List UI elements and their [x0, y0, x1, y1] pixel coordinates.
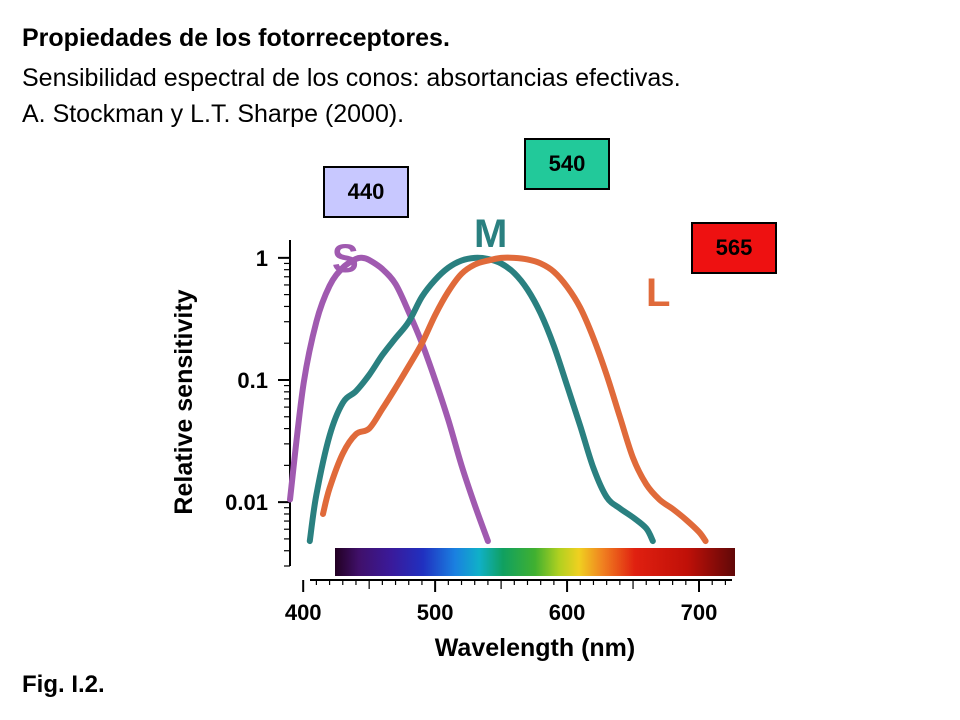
y-tick-label: 0.01	[225, 490, 268, 515]
x-tick-label: 500	[417, 600, 454, 625]
x-axis-title: Wavelength (nm)	[435, 634, 635, 662]
figure-label: Fig. I.2.	[22, 671, 105, 698]
y-axis-title: Relative sensitivity	[170, 289, 198, 514]
page-subtitle: Sensibilidad espectral de los conos: abs…	[22, 64, 681, 92]
peak-label-s: 440	[323, 166, 409, 218]
x-tick-label: 600	[549, 600, 586, 625]
x-tick-label: 400	[285, 600, 322, 625]
peak-label-m: 540	[524, 138, 610, 190]
peak-label-l: 565	[691, 222, 777, 274]
series-line-m	[306, 254, 656, 545]
citation: A. Stockman y L.T. Sharpe (2000).	[22, 100, 405, 128]
page-title: Propiedades de los fotorreceptores.	[22, 24, 450, 52]
x-tick-label: 700	[681, 600, 718, 625]
series-label-m: M	[474, 212, 507, 256]
series-line-s	[287, 254, 491, 545]
series-label-s: S	[332, 237, 359, 281]
series-line-l	[319, 254, 709, 545]
y-tick-label: 0.1	[237, 368, 268, 393]
spectrum-bar	[335, 548, 735, 576]
y-tick-label: 1	[256, 246, 268, 271]
series-label-l: L	[646, 271, 670, 315]
